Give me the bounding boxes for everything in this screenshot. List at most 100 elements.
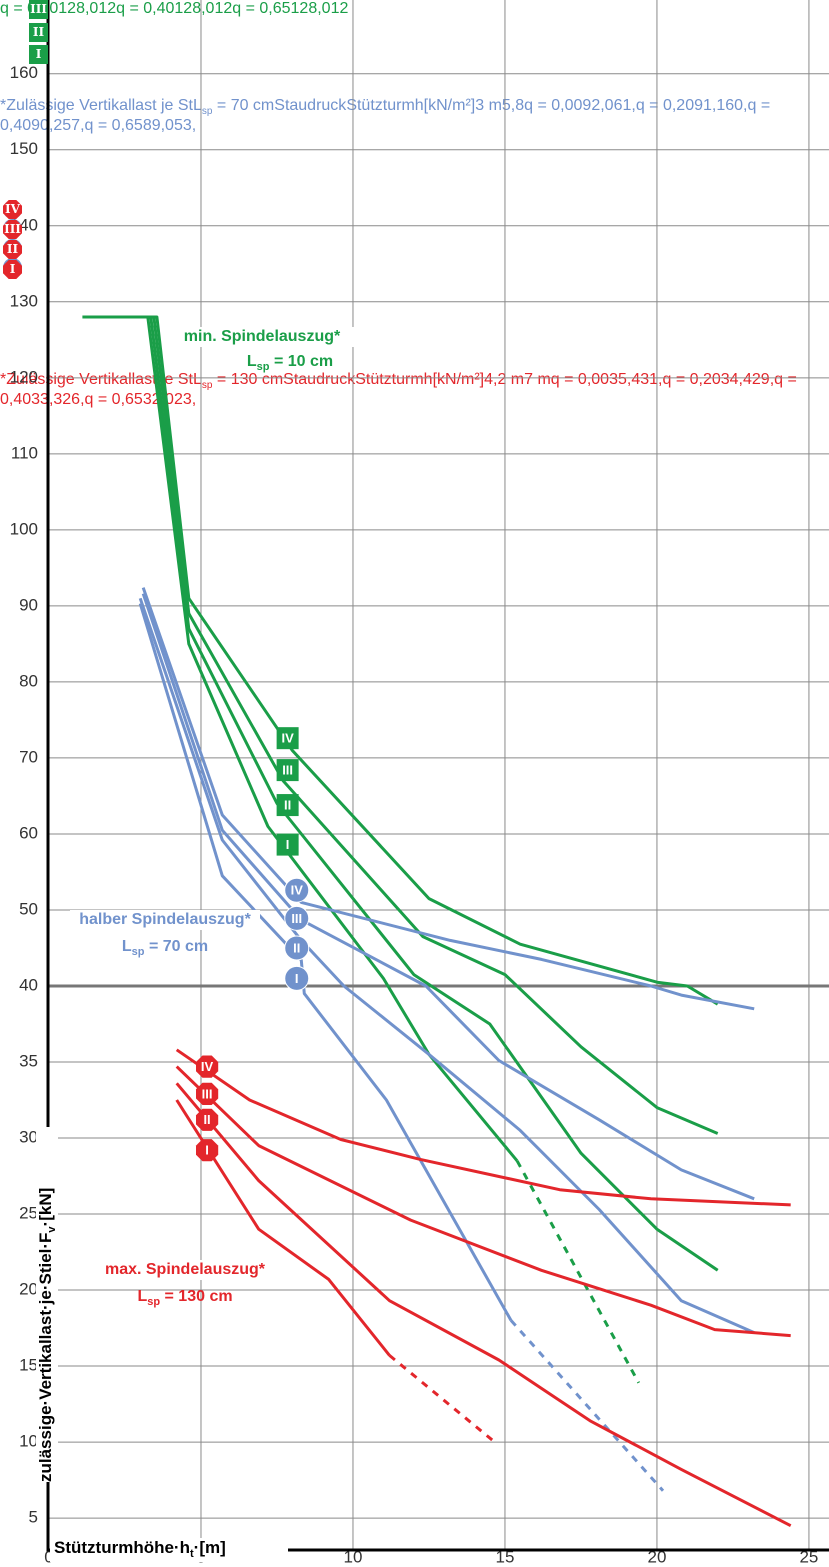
y-tick-label: 100 bbox=[10, 519, 38, 538]
legend-cell: q = 0,40 bbox=[116, 0, 175, 17]
data-line bbox=[175, 1099, 391, 1357]
legend-cell: 89,0 bbox=[142, 117, 174, 135]
annotation-lsp-rest: = 10 cm bbox=[270, 353, 334, 370]
legend-cell: 128,0 bbox=[174, 0, 215, 17]
marker-label: I bbox=[295, 971, 299, 986]
y-tick-label: 10 bbox=[19, 1432, 38, 1451]
lsp-main: L bbox=[192, 371, 202, 388]
data-line bbox=[88, 315, 719, 1135]
data-line bbox=[94, 315, 719, 1272]
legend-header: Stützturmh bbox=[346, 97, 424, 114]
marker-label: I bbox=[205, 1143, 209, 1158]
legend-cell: q = 0,40 bbox=[0, 371, 797, 409]
annotation: halber Spindelauszug* bbox=[79, 911, 251, 928]
data-line bbox=[138, 603, 513, 1322]
x-tick-label: 20 bbox=[647, 1547, 666, 1566]
data-line bbox=[175, 1065, 791, 1338]
legend-cell: 12 bbox=[214, 0, 233, 17]
y-label-group: zulässige·Vertikallast·je·Stiel·Fv·[kN] bbox=[36, 1127, 58, 1482]
x-tick-label: 0 bbox=[44, 1547, 53, 1566]
annotation-lsp-main: L bbox=[137, 1288, 147, 1305]
legend-unit: 7 m bbox=[524, 371, 551, 388]
legend-icon: I bbox=[29, 45, 48, 64]
y-axis-title-sub: v bbox=[46, 1226, 58, 1233]
y-tick-label: 5 bbox=[29, 1508, 38, 1527]
marker-square bbox=[276, 759, 299, 782]
data-line bbox=[82, 315, 719, 1006]
x-label-bg bbox=[50, 1538, 288, 1562]
marker: IV bbox=[284, 877, 310, 903]
x-tick-label: 10 bbox=[344, 1547, 363, 1566]
x-axis-title: Stützturmhöhe·ht·[m] bbox=[54, 1538, 226, 1559]
marker-label: IV bbox=[281, 731, 294, 746]
legend-lsp: Lsp = 130 cm bbox=[192, 371, 283, 391]
lsp-sub: sp bbox=[201, 106, 213, 118]
marker: IV bbox=[196, 1055, 219, 1078]
legend-lsp: Lsp = 70 cm bbox=[193, 97, 274, 118]
legend-cell: 128,0 bbox=[290, 0, 331, 17]
data-line bbox=[388, 1354, 494, 1442]
annotation-lsp-main: L bbox=[247, 353, 257, 370]
legend-cell: q = 0,40 bbox=[0, 97, 771, 135]
legend-cell: 12 bbox=[98, 0, 117, 17]
annotation-lsp-rest: = 130 cm bbox=[160, 1288, 233, 1305]
legend-unit: [kN/m²] bbox=[423, 97, 476, 114]
marker-circle bbox=[284, 935, 310, 961]
y-axis-title-main: zulässige·Vertikallast·je·Stiel·F bbox=[36, 1233, 55, 1482]
marker-octagon bbox=[196, 1055, 219, 1078]
x-axis-title-main: Stützturmhöhe·h bbox=[54, 1538, 190, 1557]
y-tick-label: 40 bbox=[19, 975, 38, 994]
marker: I bbox=[284, 965, 310, 991]
marker-circle bbox=[284, 965, 310, 991]
legend-icon: III bbox=[3, 220, 22, 239]
y-tick-label: 90 bbox=[19, 595, 38, 614]
x-axis-title-sub: t bbox=[190, 1548, 194, 1560]
annotation-lsp-rest: = 70 cm bbox=[145, 938, 209, 955]
data-line bbox=[175, 1048, 791, 1207]
annotation-bg bbox=[90, 1260, 280, 1280]
x-tick-label: 25 bbox=[799, 1547, 818, 1566]
legend-unit: [kN/m²] bbox=[432, 371, 485, 388]
legend-icon: II bbox=[3, 240, 22, 259]
marker-label: II bbox=[284, 798, 291, 813]
legend-cell: q = 0,00 bbox=[550, 371, 610, 388]
legend-cell: q = 0,20 bbox=[635, 97, 695, 114]
annotation-lsp-sub: sp bbox=[132, 946, 145, 958]
data-line bbox=[515, 1160, 641, 1384]
marker-label: III bbox=[282, 763, 293, 778]
legend-cell: q = 0,65 bbox=[84, 117, 143, 135]
annotation-lsp-sub: sp bbox=[257, 361, 270, 373]
marker: III bbox=[196, 1082, 219, 1105]
legend-cell: q = 0,65 bbox=[232, 0, 291, 17]
legend-cell: 23, bbox=[173, 391, 197, 409]
marker: II bbox=[196, 1108, 219, 1131]
marker-label: III bbox=[291, 911, 302, 926]
marker-square bbox=[276, 727, 299, 750]
marker-label: IV bbox=[291, 883, 304, 898]
legend-cell: 128,0 bbox=[58, 0, 99, 17]
legend-cell: 12 bbox=[330, 0, 349, 17]
legend-cell: 29, bbox=[751, 371, 775, 388]
x-tick-label: 15 bbox=[496, 1547, 515, 1566]
marker-circle bbox=[284, 905, 310, 931]
y-tick-label: 110 bbox=[11, 443, 38, 462]
legend-unit: 3 m bbox=[475, 97, 502, 114]
y-axis-title: zulässige·Vertikallast·je·Stiel·Fv·[kN] bbox=[36, 1188, 57, 1482]
y-tick-label: 60 bbox=[19, 823, 38, 842]
marker: II bbox=[284, 935, 310, 961]
y-tick-label: 150 bbox=[10, 139, 38, 158]
marker-label: II bbox=[293, 940, 300, 955]
legend-cell: q = 0,00 bbox=[524, 97, 583, 114]
annotation-bg bbox=[167, 327, 357, 347]
legend-cell: q = 0,20 bbox=[662, 371, 721, 388]
y-tick-label: 30 bbox=[19, 1128, 38, 1147]
marker-square bbox=[276, 794, 299, 817]
annotation: max. Spindelauszug* bbox=[105, 1261, 266, 1278]
annotation-lsp-sub: sp bbox=[147, 1296, 160, 1308]
y-label-bg bbox=[36, 1127, 58, 1482]
y-tick-label: 70 bbox=[19, 747, 38, 766]
marker-label: II bbox=[203, 1112, 210, 1127]
y-tick-label: 160 bbox=[10, 63, 38, 82]
